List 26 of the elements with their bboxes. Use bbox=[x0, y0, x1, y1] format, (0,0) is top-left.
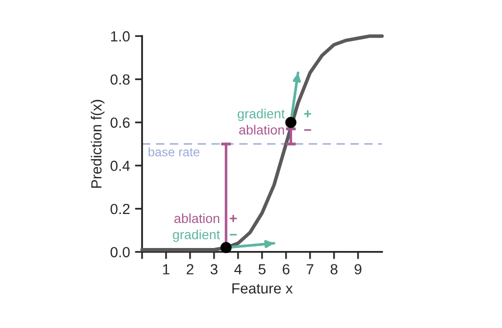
annotation: − bbox=[230, 234, 237, 236]
x-tick-label: 2 bbox=[186, 264, 194, 274]
y-tick-label: 0.8 bbox=[110, 74, 130, 85]
x-tick-label: 8 bbox=[330, 264, 338, 274]
x-tick-label: 6 bbox=[282, 264, 290, 274]
y-axis-title: Prediction f(x) bbox=[90, 100, 104, 188]
x-tick-label: 4 bbox=[234, 264, 242, 274]
y-tick-label: 0.4 bbox=[110, 160, 130, 171]
annotation: ablation bbox=[174, 213, 220, 224]
x-tick-label: 9 bbox=[354, 264, 362, 274]
y-tick-label: 0.6 bbox=[110, 118, 130, 128]
ref-line-label: base rate bbox=[148, 147, 200, 156]
x-tick-label: 7 bbox=[306, 264, 314, 274]
x-tick-label: 3 bbox=[210, 264, 218, 274]
x-tick-label: 5 bbox=[258, 264, 266, 274]
annotation: + bbox=[230, 214, 237, 222]
x-tick-label: 1 bbox=[163, 264, 170, 274]
y-tick-label: 0.0 bbox=[110, 247, 130, 258]
y-tick-label: 1.0 bbox=[111, 31, 130, 42]
annotation: ablation bbox=[239, 124, 284, 135]
annotation: gradient bbox=[172, 230, 220, 242]
x-axis-title: Feature x bbox=[232, 283, 293, 294]
annotation: + bbox=[304, 110, 312, 118]
annotation: − bbox=[304, 129, 312, 131]
annotation: gradient bbox=[238, 108, 285, 122]
y-tick-label: 0.2 bbox=[110, 204, 130, 214]
